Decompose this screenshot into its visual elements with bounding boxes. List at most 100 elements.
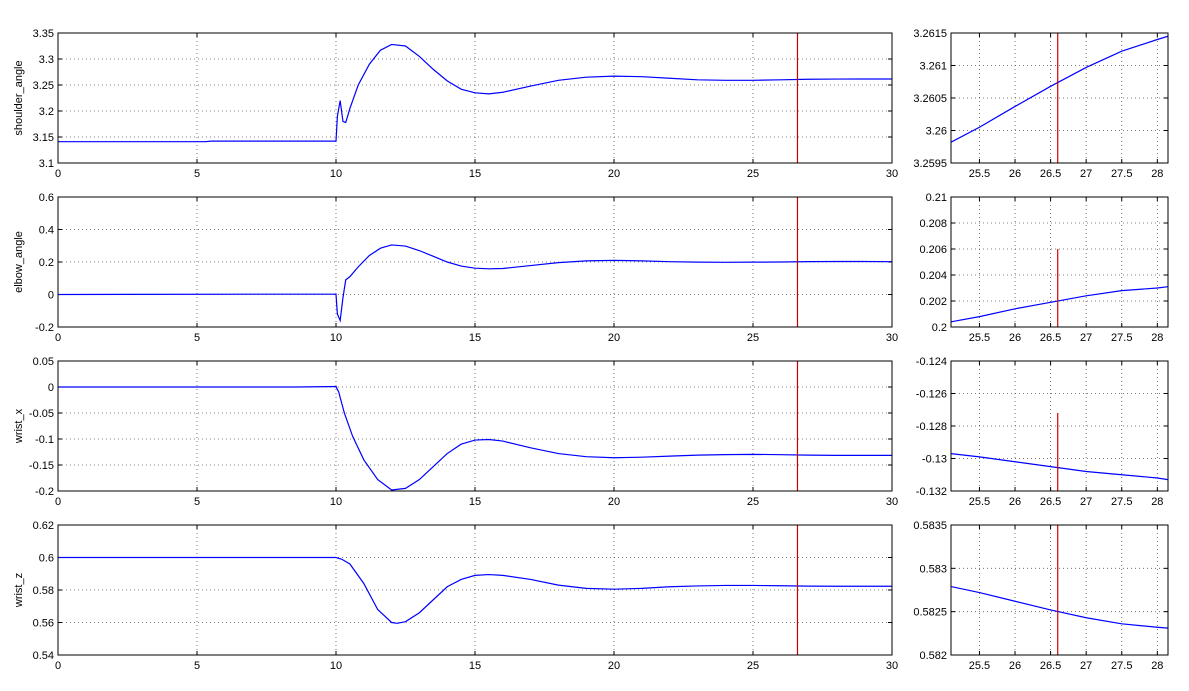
series-line-main-1	[58, 244, 892, 323]
x-tick-label: 0	[55, 168, 61, 180]
y-axis-label: wrist_x	[13, 408, 25, 444]
x-tick-label: 26	[1009, 168, 1021, 180]
y-tick-label: 0.2	[39, 257, 54, 269]
x-tick-label: 27.5	[1111, 660, 1132, 672]
x-tick-label: 20	[608, 496, 620, 508]
y-tick-label: 3.25	[33, 80, 54, 92]
x-tick-label: 27	[1080, 660, 1092, 672]
y-tick-label: -0.124	[916, 356, 947, 368]
y-tick-label: 0.206	[919, 244, 947, 256]
x-tick-label: 15	[469, 660, 481, 672]
y-tick-label: 0.202	[919, 296, 947, 308]
x-tick-label: 30	[886, 332, 898, 344]
series-line-main-0	[58, 43, 892, 143]
y-axis-label: elbow_angle	[13, 231, 25, 293]
y-tick-label: 0.5835	[913, 520, 947, 532]
x-tick-label: 25.5	[969, 496, 990, 508]
y-tick-label: -0.132	[916, 486, 947, 498]
x-tick-label: 26	[1009, 660, 1021, 672]
y-tick-label: 3.2595	[913, 158, 947, 170]
x-tick-label: 5	[194, 168, 200, 180]
axes-main-3: 0 5 10 15 20 25 30 0.54 0.56 0.58 0.6 0.62 wrist_z	[13, 520, 898, 672]
y-tick-label: 0.62	[33, 520, 54, 532]
x-tick-label: 10	[330, 332, 342, 344]
y-tick-label: 0.582	[919, 650, 947, 662]
y-axis-label: shoulder_angle	[13, 60, 25, 135]
y-tick-label: 0.5825	[913, 607, 947, 619]
x-tick-label: 15	[469, 332, 481, 344]
y-tick-label: 0.583	[919, 563, 947, 575]
x-tick-label: 5	[194, 496, 200, 508]
x-tick-label: 0	[55, 332, 61, 344]
y-tick-label: 3.2615	[913, 28, 947, 40]
plot-border-zoom-1	[950, 196, 1169, 328]
plot-border-main-1	[57, 196, 893, 328]
x-tick-label: 0	[55, 496, 61, 508]
y-tick-label: 0.2	[932, 322, 947, 334]
plot-border-zoom-2	[950, 360, 1169, 492]
x-tick-label: 25	[747, 496, 759, 508]
y-tick-label: 0.208	[919, 218, 947, 230]
y-tick-label: -0.1	[35, 434, 54, 446]
series-line-main-2	[58, 385, 892, 491]
x-tick-label: 26.5	[1040, 660, 1061, 672]
x-tick-label: 27	[1080, 168, 1092, 180]
y-tick-label: -0.2	[35, 322, 54, 334]
y-tick-label: 3.35	[33, 28, 54, 40]
y-tick-label: 0.4	[39, 225, 54, 237]
y-tick-label: -0.05	[29, 408, 54, 420]
plot-area-zoom-3	[950, 524, 1169, 656]
x-tick-label: 5	[194, 332, 200, 344]
plot-area-zoom-1	[950, 196, 1169, 328]
x-tick-label: 28	[1151, 332, 1163, 344]
x-tick-label: 5	[194, 660, 200, 672]
y-tick-label: 0.6	[39, 192, 54, 204]
x-tick-label: 26.5	[1040, 168, 1061, 180]
y-tick-label: 3.26	[926, 126, 947, 138]
y-tick-label: 0.58	[33, 585, 54, 597]
y-tick-label: -0.128	[916, 421, 947, 433]
y-tick-label: 0.05	[33, 356, 54, 368]
series-line-main-3	[58, 556, 892, 624]
x-tick-label: 25	[747, 332, 759, 344]
y-tick-label: 3.1	[39, 158, 54, 170]
x-tick-label: 30	[886, 496, 898, 508]
x-tick-label: 20	[608, 660, 620, 672]
x-tick-label: 27.5	[1111, 332, 1132, 344]
y-tick-label: 3.15	[33, 132, 54, 144]
axes-zoom-1: 25.5 26 26.5 27 27.5 28 0.2 0.202 0.204 0.206 0.20…	[919, 192, 1169, 344]
x-tick-label: 27.5	[1111, 496, 1132, 508]
y-tick-label: 3.261	[919, 61, 947, 73]
x-tick-label: 28	[1151, 496, 1163, 508]
x-tick-label: 0	[55, 660, 61, 672]
x-tick-label: 10	[330, 168, 342, 180]
x-tick-label: 26	[1009, 496, 1021, 508]
x-tick-label: 27.5	[1111, 168, 1132, 180]
x-tick-label: 25	[747, 660, 759, 672]
y-tick-label: 0.204	[919, 270, 947, 282]
x-tick-label: 26.5	[1040, 496, 1061, 508]
plot-border-zoom-0	[950, 32, 1169, 164]
x-tick-label: 20	[608, 332, 620, 344]
x-tick-label: 10	[330, 496, 342, 508]
x-tick-label: 28	[1151, 660, 1163, 672]
y-tick-label: -0.126	[916, 389, 947, 401]
plot-border-zoom-3	[950, 524, 1169, 656]
y-tick-label: 3.2	[39, 106, 54, 118]
y-tick-label: 0	[48, 290, 54, 302]
y-tick-label: 3.2605	[913, 93, 947, 105]
x-tick-label: 25.5	[969, 332, 990, 344]
y-tick-label: 0.6	[39, 553, 54, 565]
x-tick-label: 27	[1080, 496, 1092, 508]
x-tick-label: 26.5	[1040, 332, 1061, 344]
series-line-zoom-3	[951, 585, 1168, 629]
axes-main-2: 0 5 10 15 20 25 30 -0.2 -0.15 -0.1 -0.05 0 0.05 wrist…	[13, 356, 898, 508]
x-tick-label: 15	[469, 168, 481, 180]
axes-main-0: 0 5 10 15 20 25 30 3.1 3.15 3.2 3.25 3.3 3.35 shoulde…	[13, 28, 898, 180]
x-tick-label: 30	[886, 660, 898, 672]
axes-zoom-3: 25.5 26 26.5 27 27.5 28 0.582 0.5825 0.583 0.5835	[913, 520, 1169, 672]
series-line-zoom-2	[951, 453, 1168, 481]
x-tick-label: 26	[1009, 332, 1021, 344]
